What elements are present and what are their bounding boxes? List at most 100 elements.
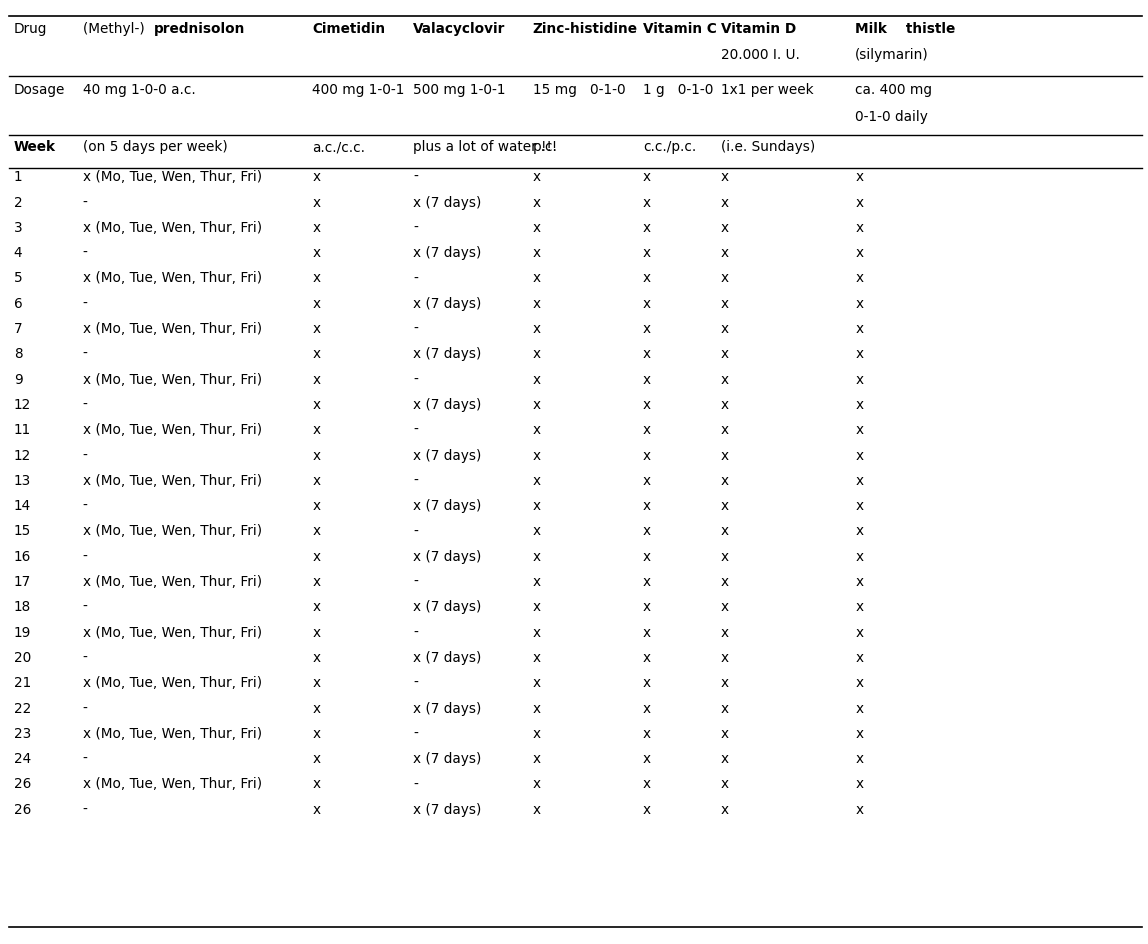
Text: -: - [413,778,418,791]
Text: x: x [312,752,320,767]
Text: x: x [721,802,729,817]
Text: x: x [533,398,541,412]
Text: x: x [855,296,863,311]
Text: Cimetidin: Cimetidin [312,22,386,36]
Text: x (Mo, Tue, Wen, Thur, Fri): x (Mo, Tue, Wen, Thur, Fri) [83,423,262,437]
Text: 26: 26 [14,778,31,791]
Text: x: x [312,727,320,741]
Text: x: x [312,626,320,640]
Text: x: x [643,778,651,791]
Text: x: x [533,600,541,615]
Text: -: - [413,272,418,285]
Text: x: x [312,600,320,615]
Text: x: x [643,322,651,336]
Text: -: - [413,373,418,387]
Text: -: - [413,676,418,690]
Text: x: x [855,423,863,437]
Text: x: x [855,802,863,817]
Text: x: x [855,347,863,362]
Text: 19: 19 [14,626,31,640]
Text: 16: 16 [14,549,31,564]
Text: prednisolon: prednisolon [154,22,246,36]
Text: 1: 1 [14,170,23,184]
Text: x: x [855,170,863,184]
Text: x (Mo, Tue, Wen, Thur, Fri): x (Mo, Tue, Wen, Thur, Fri) [83,170,262,184]
Text: x: x [533,701,541,716]
Text: x: x [312,373,320,387]
Text: x: x [855,195,863,210]
Text: x: x [721,448,729,463]
Text: x: x [312,221,320,235]
Text: x: x [855,626,863,640]
Text: x: x [643,398,651,412]
Text: 17: 17 [14,575,31,589]
Text: x: x [643,195,651,210]
Text: 20: 20 [14,651,31,665]
Text: x: x [312,195,320,210]
Text: 400 mg 1-0-1: 400 mg 1-0-1 [312,83,404,97]
Text: -: - [83,802,87,817]
Text: x: x [855,525,863,538]
Text: x: x [312,272,320,285]
Text: x: x [721,701,729,716]
Text: 6: 6 [14,296,23,311]
Text: x: x [855,575,863,589]
Text: x: x [721,272,729,285]
Text: x (7 days): x (7 days) [413,600,482,615]
Text: Milk    thistle: Milk thistle [855,22,955,36]
Text: x: x [533,170,541,184]
Text: 3: 3 [14,221,23,235]
Text: x: x [721,727,729,741]
Text: x: x [855,474,863,488]
Text: x: x [721,525,729,538]
Text: x: x [643,701,651,716]
Text: 15 mg   0-1-0: 15 mg 0-1-0 [533,83,626,97]
Text: x (7 days): x (7 days) [413,347,482,362]
Text: x: x [533,626,541,640]
Text: x (Mo, Tue, Wen, Thur, Fri): x (Mo, Tue, Wen, Thur, Fri) [83,322,262,336]
Text: x (7 days): x (7 days) [413,398,482,412]
Text: x: x [312,322,320,336]
Text: Valacyclovir: Valacyclovir [413,22,505,36]
Text: x: x [533,676,541,690]
Text: 14: 14 [14,499,31,514]
Text: x (7 days): x (7 days) [413,701,482,716]
Text: -: - [413,727,418,741]
Text: x: x [643,347,651,362]
Text: x: x [533,221,541,235]
Text: 9: 9 [14,373,23,387]
Text: 21: 21 [14,676,31,690]
Text: x: x [855,676,863,690]
Text: 13: 13 [14,474,31,488]
Text: (silymarin): (silymarin) [855,47,929,61]
Text: -: - [413,474,418,488]
Text: x: x [533,727,541,741]
Text: x: x [533,778,541,791]
Text: -: - [413,322,418,336]
Text: x: x [312,296,320,311]
Text: x: x [533,195,541,210]
Text: x: x [533,549,541,564]
Text: -: - [83,195,87,210]
Text: -: - [83,549,87,564]
Text: x (7 days): x (7 days) [413,296,482,311]
Text: plus a lot of water !!!: plus a lot of water !!! [413,140,558,154]
Text: p.c.: p.c. [533,140,558,154]
Text: x (Mo, Tue, Wen, Thur, Fri): x (Mo, Tue, Wen, Thur, Fri) [83,676,262,690]
Text: x: x [643,272,651,285]
Text: x: x [312,575,320,589]
Text: 20.000 I. U.: 20.000 I. U. [721,47,800,61]
Text: x (7 days): x (7 days) [413,246,482,261]
Text: x: x [643,296,651,311]
Text: Vitamin C: Vitamin C [643,22,716,36]
Text: 26: 26 [14,802,31,817]
Text: -: - [413,525,418,538]
Text: x: x [721,423,729,437]
Text: -: - [413,423,418,437]
Text: x (7 days): x (7 days) [413,499,482,514]
Text: x: x [643,246,651,261]
Text: 24: 24 [14,752,31,767]
Text: a.c./c.c.: a.c./c.c. [312,140,365,154]
Text: x: x [643,221,651,235]
Text: x: x [312,701,320,716]
